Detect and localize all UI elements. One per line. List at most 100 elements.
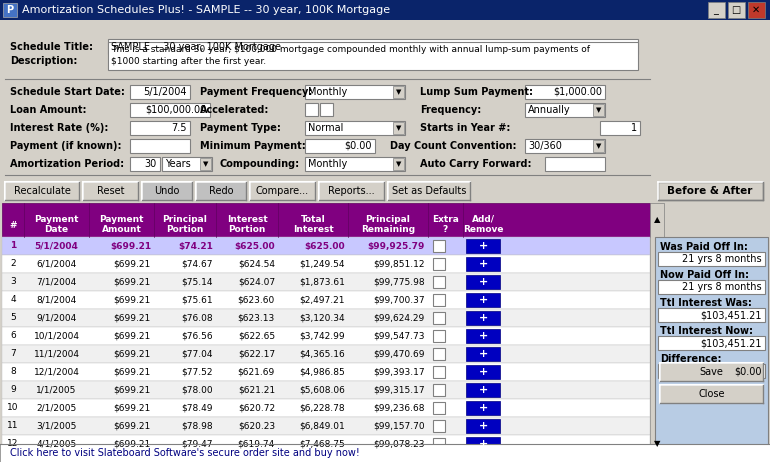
Bar bbox=[658, 182, 763, 200]
Text: Accelerated:: Accelerated: bbox=[200, 105, 270, 115]
Text: 1: 1 bbox=[10, 242, 16, 250]
Text: $699.21: $699.21 bbox=[114, 296, 151, 304]
Text: Description:: Description: bbox=[10, 56, 77, 66]
Bar bbox=[2, 417, 650, 435]
Bar bbox=[83, 182, 138, 200]
Bar bbox=[466, 293, 500, 307]
Text: $74.67: $74.67 bbox=[182, 260, 213, 268]
Text: +: + bbox=[478, 403, 487, 413]
Bar bbox=[196, 182, 246, 200]
Text: Remove: Remove bbox=[463, 225, 504, 235]
Text: $99,851.12: $99,851.12 bbox=[373, 260, 425, 268]
Bar bbox=[660, 385, 763, 403]
Text: $0.00: $0.00 bbox=[735, 366, 762, 376]
Text: Compare...: Compare... bbox=[256, 186, 309, 196]
Bar bbox=[393, 158, 404, 170]
Text: Schedule Start Date:: Schedule Start Date: bbox=[10, 87, 125, 97]
Text: $620.23: $620.23 bbox=[238, 421, 275, 431]
Bar bbox=[433, 330, 445, 342]
Text: $699.21: $699.21 bbox=[114, 332, 151, 340]
Text: 1: 1 bbox=[631, 123, 637, 133]
Bar bbox=[2, 203, 650, 237]
Bar bbox=[433, 384, 445, 396]
Text: 8: 8 bbox=[10, 367, 16, 377]
Bar bbox=[130, 139, 190, 153]
Text: 30/360: 30/360 bbox=[528, 141, 562, 151]
Bar bbox=[660, 363, 763, 381]
Text: Interest: Interest bbox=[226, 214, 267, 224]
Text: $103,451.21: $103,451.21 bbox=[701, 338, 762, 348]
Bar bbox=[393, 122, 404, 134]
Text: $78.00: $78.00 bbox=[182, 385, 213, 395]
Text: $699.21: $699.21 bbox=[114, 403, 151, 413]
Text: Ttl Interest Was:: Ttl Interest Was: bbox=[660, 298, 752, 308]
Text: $6,228.78: $6,228.78 bbox=[300, 403, 345, 413]
Text: 21 yrs 8 months: 21 yrs 8 months bbox=[682, 282, 762, 292]
Text: $622.65: $622.65 bbox=[238, 332, 275, 340]
Text: Payment: Payment bbox=[34, 214, 79, 224]
Bar bbox=[305, 121, 405, 135]
Text: +: + bbox=[478, 349, 487, 359]
Text: Frequency:: Frequency: bbox=[420, 105, 481, 115]
Text: Before & After: Before & After bbox=[668, 186, 753, 196]
Text: Payment Type:: Payment Type: bbox=[200, 123, 281, 133]
Text: P: P bbox=[6, 5, 14, 15]
Bar bbox=[748, 2, 765, 18]
Text: 5/1/2004: 5/1/2004 bbox=[35, 242, 79, 250]
Text: $99,470.69: $99,470.69 bbox=[373, 349, 425, 359]
Text: ✕: ✕ bbox=[752, 5, 760, 15]
Text: $619.74: $619.74 bbox=[238, 439, 275, 449]
Bar bbox=[650, 203, 664, 453]
Bar bbox=[658, 252, 765, 266]
Text: Close: Close bbox=[698, 389, 725, 399]
Bar bbox=[142, 182, 192, 200]
Bar bbox=[319, 182, 384, 200]
Text: Principal: Principal bbox=[366, 214, 410, 224]
Text: $699.21: $699.21 bbox=[114, 421, 151, 431]
Text: +: + bbox=[478, 421, 487, 431]
Bar bbox=[600, 121, 640, 135]
Text: 6: 6 bbox=[10, 332, 16, 340]
Text: Day Count Convention:: Day Count Convention: bbox=[390, 141, 517, 151]
Text: Ttl Interest Now:: Ttl Interest Now: bbox=[660, 326, 753, 336]
Text: Schedule Title:: Schedule Title: bbox=[10, 42, 93, 52]
Bar bbox=[5, 182, 79, 200]
Text: $99,078.23: $99,078.23 bbox=[373, 439, 425, 449]
Text: $2,497.21: $2,497.21 bbox=[300, 296, 345, 304]
Text: $99,236.68: $99,236.68 bbox=[373, 403, 425, 413]
Text: 12: 12 bbox=[7, 439, 18, 449]
Text: Reports...: Reports... bbox=[328, 186, 375, 196]
Bar bbox=[393, 86, 404, 98]
Text: Amortization Period:: Amortization Period: bbox=[10, 159, 124, 169]
Text: +: + bbox=[478, 241, 487, 251]
Bar bbox=[250, 182, 315, 200]
Text: +: + bbox=[478, 313, 487, 323]
Bar bbox=[433, 258, 445, 270]
Text: 5: 5 bbox=[10, 314, 16, 322]
Bar bbox=[525, 85, 605, 99]
Bar bbox=[108, 42, 638, 70]
Text: ▼: ▼ bbox=[596, 107, 601, 113]
Bar bbox=[0, 444, 770, 462]
Bar bbox=[388, 182, 470, 200]
Bar bbox=[466, 383, 500, 397]
Text: Interest Rate (%):: Interest Rate (%): bbox=[10, 123, 109, 133]
Text: This is a standard 30 year, $100,000 mortgage compounded monthly with annual lum: This is a standard 30 year, $100,000 mor… bbox=[111, 45, 590, 55]
Bar bbox=[433, 276, 445, 288]
Bar bbox=[305, 85, 405, 99]
Text: Recalculate: Recalculate bbox=[14, 186, 70, 196]
Text: 1/1/2005: 1/1/2005 bbox=[36, 385, 77, 395]
Text: 7: 7 bbox=[10, 349, 16, 359]
Bar bbox=[2, 399, 650, 417]
Text: Monthly: Monthly bbox=[308, 87, 347, 97]
Bar bbox=[2, 309, 650, 327]
Bar bbox=[142, 182, 192, 200]
Text: SAMPLE -- 30 year, 100K Mortgage: SAMPLE -- 30 year, 100K Mortgage bbox=[111, 42, 281, 51]
Text: +: + bbox=[478, 439, 487, 449]
Text: Undo: Undo bbox=[154, 186, 179, 196]
Text: Redo: Redo bbox=[209, 186, 233, 196]
Bar bbox=[305, 139, 375, 153]
Bar bbox=[2, 327, 650, 345]
Bar bbox=[2, 381, 650, 399]
Text: Minimum Payment:: Minimum Payment: bbox=[200, 141, 306, 151]
